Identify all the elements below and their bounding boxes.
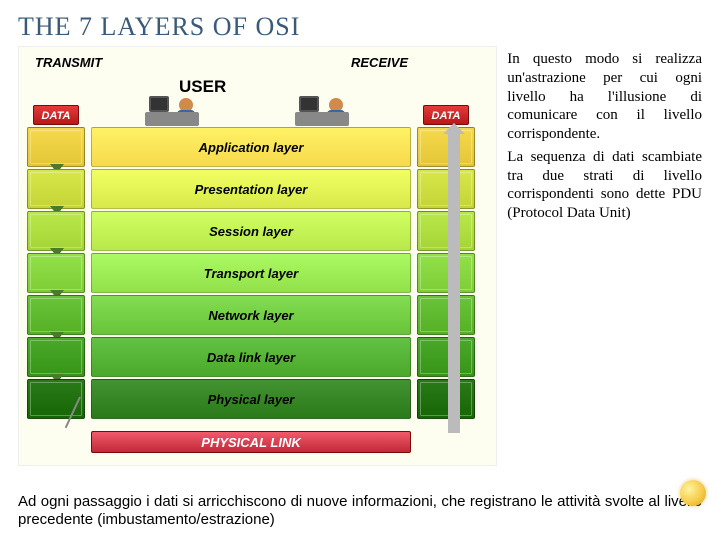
receive-cell (417, 169, 475, 209)
receive-cell (417, 337, 475, 377)
transmit-cell (27, 211, 85, 251)
layer-label: Physical layer (88, 392, 414, 407)
receive-cell (417, 379, 475, 419)
transmit-cell (27, 295, 85, 335)
transmit-cell (27, 379, 85, 419)
transmit-column (27, 127, 85, 421)
layer-row: Data link layer (91, 337, 411, 377)
transmit-cell (27, 127, 85, 167)
transmit-cell (27, 169, 85, 209)
page-indicator-icon (680, 480, 706, 506)
layer-row: Physical layer (91, 379, 411, 419)
layer-label: Session layer (88, 224, 414, 239)
layer-label: Transport layer (88, 266, 414, 281)
user-left-icon (145, 72, 199, 126)
receive-cell (417, 253, 475, 293)
layer-label: Presentation layer (88, 182, 414, 197)
user-illustration (97, 69, 397, 129)
data-box-right: DATA (423, 105, 469, 125)
transmit-cell (27, 253, 85, 293)
transmit-cell (27, 337, 85, 377)
side-paragraph-2: La sequenza di dati scambiate tra due st… (507, 148, 702, 223)
arrow-up-icon (448, 133, 460, 433)
layer-row: Presentation layer (91, 169, 411, 209)
bottom-paragraph: Ad ogni passaggio i dati si arricchiscon… (18, 493, 702, 531)
side-text: In questo modo si realizza un'astrazione… (507, 46, 702, 466)
layer-row: Application layer (91, 127, 411, 167)
layers-center: Application layer Presentation layer Sessi… (91, 127, 411, 421)
side-paragraph-1: In questo modo si realizza un'astrazione… (507, 50, 702, 144)
layer-label: Data link layer (88, 350, 414, 365)
data-box-left: DATA (33, 105, 79, 125)
receive-cell (417, 295, 475, 335)
layer-label: Application layer (88, 140, 414, 155)
title-text: THE 7 LAYERS OF OSI (18, 12, 300, 41)
layer-row: Session layer (91, 211, 411, 251)
physical-link-bar: PHYSICAL LINK (91, 431, 411, 453)
layer-row: Network layer (91, 295, 411, 335)
receive-cell (417, 211, 475, 251)
content-row: TRANSMIT RECEIVE USER DATA DATA Applicat… (18, 46, 702, 466)
layer-label: Network layer (88, 308, 414, 323)
receive-column (417, 127, 475, 421)
layer-row: Transport layer (91, 253, 411, 293)
transmit-label: TRANSMIT (35, 55, 102, 70)
user-right-icon (295, 72, 349, 126)
receive-label: RECEIVE (351, 55, 408, 70)
osi-diagram: TRANSMIT RECEIVE USER DATA DATA Applicat… (18, 46, 497, 466)
pointer-icon (79, 397, 109, 427)
slide-title: THE 7 LAYERS OF OSI (18, 12, 702, 42)
